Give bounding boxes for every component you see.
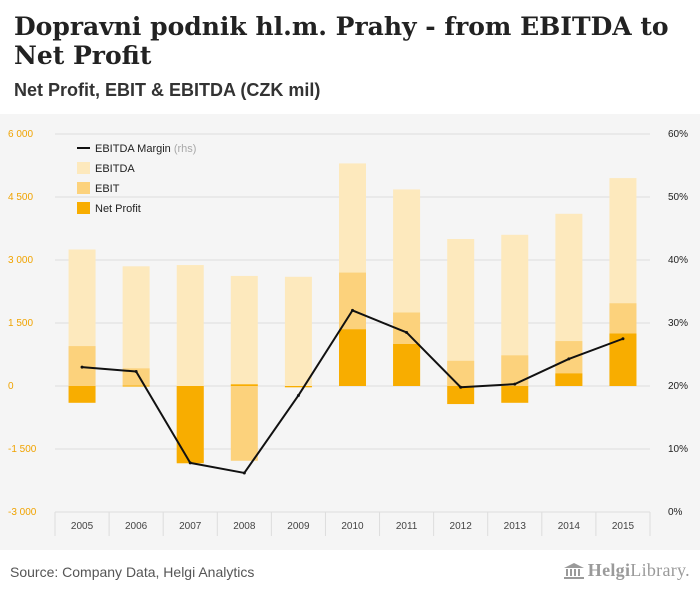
ebitda-margin-point bbox=[188, 461, 192, 465]
y2-tick-label: 10% bbox=[668, 444, 688, 455]
logo-wordmark-rest: Library. bbox=[630, 560, 690, 580]
ebitda-margin-point bbox=[405, 330, 409, 334]
bar-net-profit bbox=[176, 386, 204, 464]
bar-ebit bbox=[230, 386, 258, 461]
legend-swatch-box bbox=[77, 162, 90, 174]
ebitda-margin-point bbox=[567, 357, 571, 361]
chart-title: Dopravni podnik hl.m. Prahy - from EBITD… bbox=[14, 12, 669, 70]
bar-net-profit bbox=[230, 384, 258, 386]
bar-net-profit bbox=[68, 386, 96, 403]
legend-item: EBIT bbox=[77, 182, 120, 195]
y-tick-label: 4 500 bbox=[8, 192, 33, 203]
ebitda-margin-point bbox=[80, 365, 84, 369]
x-tick-label: 2006 bbox=[125, 521, 148, 532]
bar-net-profit bbox=[122, 385, 150, 387]
bar-net-profit bbox=[284, 386, 312, 388]
legend-swatch-box bbox=[77, 202, 90, 214]
legend-item: EBITDA bbox=[77, 162, 135, 175]
x-tick-label: 2013 bbox=[504, 521, 527, 532]
y2-tick-label: 30% bbox=[668, 318, 688, 329]
y2-tick-label: 40% bbox=[668, 255, 688, 266]
bar-net-profit bbox=[501, 386, 529, 403]
ebitda-margin-point bbox=[459, 385, 463, 389]
x-tick-label: 2012 bbox=[450, 521, 473, 532]
bar-ebitda bbox=[176, 265, 204, 386]
legend-note: (rhs) bbox=[174, 143, 197, 155]
bar-net-profit bbox=[339, 329, 366, 386]
library-building-icon bbox=[563, 562, 584, 579]
legend: EBITDA Margin (rhs) EBITDA EBIT Net Profi… bbox=[77, 143, 196, 215]
chart-subtitle: Net Profit, EBIT & EBITDA (CZK mil) bbox=[14, 80, 321, 100]
ebitda-margin-point bbox=[621, 337, 625, 341]
bar-ebitda bbox=[284, 276, 312, 386]
bar-net-profit bbox=[447, 386, 475, 405]
ebitda-margin-point bbox=[351, 308, 354, 312]
y-tick-label: 6 000 bbox=[8, 129, 33, 140]
source-note: Source: Company Data, Helgi Analytics bbox=[10, 564, 255, 580]
chart-header: Dopravni podnik hl.m. Prahy - from EBITD… bbox=[0, 0, 700, 112]
legend-swatch-box bbox=[77, 182, 90, 194]
x-tick-label: 2014 bbox=[558, 521, 581, 532]
chart-canvas: 6 000 4 500 3 000 1 500 0 -1 500 -3 000 60% 50% 4… bbox=[8, 129, 688, 536]
legend-item: Net Profit bbox=[77, 202, 141, 215]
ebitda-margin-point bbox=[296, 393, 300, 397]
y2-tick-label: 50% bbox=[668, 192, 688, 203]
bar-net-profit bbox=[393, 344, 421, 386]
y2-tick-label: 60% bbox=[668, 129, 688, 140]
y-tick-label: -3 000 bbox=[8, 507, 37, 518]
ebitda-margin-point bbox=[242, 471, 246, 475]
bar-ebitda bbox=[230, 275, 258, 386]
ebitda-margin-point bbox=[513, 382, 517, 386]
y-tick-label: 1 500 bbox=[8, 318, 33, 329]
legend-label: EBITDA bbox=[95, 163, 135, 175]
x-tick-label: 2010 bbox=[341, 521, 364, 532]
x-tick-label: 2009 bbox=[287, 521, 310, 532]
x-tick-label: 2015 bbox=[612, 521, 635, 532]
y2-tick-label: 0% bbox=[668, 507, 683, 518]
x-tick-label: 2005 bbox=[71, 521, 94, 532]
helgi-library-logo: HelgiLibrary. bbox=[563, 560, 690, 581]
y-tick-label: 3 000 bbox=[8, 255, 33, 266]
bar-net-profit bbox=[555, 373, 583, 386]
legend-item: EBITDA Margin (rhs) bbox=[77, 143, 196, 155]
x-tick-label: 2007 bbox=[179, 521, 202, 532]
y-tick-label: -1 500 bbox=[8, 444, 37, 455]
x-tick-label: 2008 bbox=[233, 521, 256, 532]
y-tick-label: 0 bbox=[8, 381, 14, 392]
legend-label: EBIT bbox=[95, 183, 120, 195]
y2-tick-label: 20% bbox=[668, 381, 688, 392]
bar-ebit bbox=[501, 355, 529, 386]
bar-ebitda bbox=[122, 266, 150, 386]
ebitda-margin-point bbox=[134, 370, 138, 374]
series-net-profit bbox=[68, 329, 637, 464]
legend-label: EBITDA Margin (rhs) bbox=[95, 143, 196, 155]
logo-wordmark-bold: Helgi bbox=[587, 560, 631, 580]
legend-label: Net Profit bbox=[95, 203, 141, 215]
x-tick-label: 2011 bbox=[396, 521, 418, 532]
bar-ebit bbox=[447, 360, 475, 386]
chart-footer: Source: Company Data, Helgi Analytics He… bbox=[0, 550, 700, 596]
logo-wordmark: HelgiLibrary. bbox=[588, 560, 690, 581]
